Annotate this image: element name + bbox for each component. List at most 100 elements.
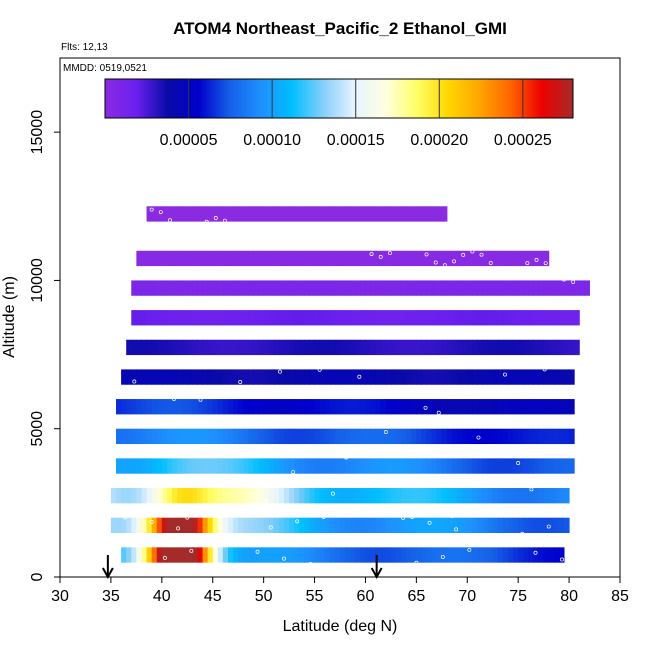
heatmap-cell	[289, 517, 295, 534]
heatmap-cell	[228, 310, 234, 326]
heatmap-cell	[217, 310, 224, 326]
heatmap-cell	[452, 250, 458, 267]
heatmap-cell	[523, 399, 529, 415]
heatmap-cell	[492, 547, 499, 563]
heatmap-cell	[370, 458, 377, 474]
heatmap-cell	[340, 250, 346, 267]
heatmap-cell	[238, 458, 244, 474]
heatmap-cell	[192, 310, 198, 326]
heatmap-cell	[401, 206, 407, 222]
sample-point	[177, 226, 182, 231]
heatmap-cell	[365, 517, 372, 534]
heatmap-cell	[116, 458, 122, 474]
heatmap-cell	[192, 206, 198, 222]
heatmap-cell	[182, 369, 188, 385]
heatmap-cell	[228, 488, 234, 504]
heatmap-cell	[360, 428, 366, 445]
heatmap-cell	[217, 369, 224, 385]
heatmap-cell	[558, 369, 565, 385]
heatmap-cell	[319, 250, 326, 267]
sample-point	[543, 261, 548, 266]
heatmap-cell	[192, 339, 198, 356]
heatmap-cell	[380, 547, 387, 563]
sample-point	[489, 504, 494, 509]
heatmap-cell	[207, 206, 214, 222]
sample-point	[119, 446, 124, 451]
heatmap-cell	[558, 280, 565, 296]
heatmap-cell	[396, 488, 402, 504]
heatmap-cell	[380, 280, 387, 296]
heatmap-cell	[233, 206, 239, 222]
heatmap-cell	[319, 458, 326, 474]
heatmap-cell	[564, 339, 570, 356]
heatmap-cell	[569, 339, 575, 356]
heatmap-cell	[462, 547, 468, 563]
heatmap-cell	[569, 310, 575, 326]
heatmap-cell	[365, 399, 372, 415]
heatmap-cell	[299, 339, 305, 356]
heatmap-cell	[192, 517, 198, 534]
heatmap-cell	[558, 488, 565, 504]
heatmap-cell	[584, 280, 590, 296]
heatmap-cell	[146, 310, 153, 326]
heatmap-cell	[263, 310, 270, 326]
heatmap-cell	[416, 517, 422, 534]
heatmap-cell	[197, 428, 204, 445]
heatmap-cell	[146, 339, 153, 356]
heatmap-cell	[238, 339, 244, 356]
heatmap-cell	[523, 547, 529, 563]
heatmap-cell	[431, 517, 438, 534]
heatmap-cell	[329, 547, 336, 563]
heatmap-cell	[156, 250, 163, 267]
heatmap-cell	[248, 280, 254, 296]
heatmap-cell	[340, 399, 346, 415]
heatmap-cell	[482, 310, 489, 326]
heatmap-cell	[243, 369, 249, 385]
heatmap-cell	[156, 517, 163, 534]
heatmap-cell	[166, 339, 173, 356]
colorbar-tick-label: 0.00005	[160, 132, 218, 149]
heatmap-cell	[207, 310, 214, 326]
heatmap-cell	[202, 428, 209, 445]
heatmap-cell	[207, 458, 214, 474]
heatmap-cell	[248, 547, 254, 563]
heatmap-cell	[355, 458, 361, 474]
sample-point	[317, 367, 322, 372]
heatmap-cell	[538, 488, 545, 504]
heatmap-cell	[243, 310, 249, 326]
heatmap-cell	[202, 488, 209, 504]
heatmap-cell	[228, 547, 234, 563]
heatmap-cell	[166, 428, 173, 445]
heatmap-cell	[543, 458, 550, 474]
heatmap-cell	[543, 399, 550, 415]
heatmap-cell	[411, 428, 417, 445]
heatmap-cell	[396, 399, 402, 415]
heatmap-cell	[294, 280, 300, 296]
heatmap-cell	[508, 399, 514, 415]
heatmap-cell	[518, 399, 524, 415]
heatmap-cell	[243, 250, 249, 267]
heatmap-cell	[477, 458, 484, 474]
heatmap-cell	[319, 280, 326, 296]
heatmap-cell	[380, 488, 387, 504]
heatmap-cell	[441, 280, 448, 296]
heatmap-cell	[396, 369, 402, 385]
heatmap-cell	[457, 250, 463, 267]
heatmap-cell	[406, 206, 412, 222]
heatmap-cell	[528, 369, 534, 385]
heatmap-cell	[518, 517, 524, 534]
heatmap-cell	[523, 369, 529, 385]
heatmap-cell	[309, 428, 316, 445]
heatmap-cell	[452, 517, 458, 534]
heatmap-cell	[416, 206, 422, 222]
heatmap-cell	[497, 458, 504, 474]
heatmap-cell	[324, 547, 331, 563]
sample-point	[361, 566, 366, 571]
heatmap-cell	[268, 517, 275, 534]
heatmap-cell	[375, 280, 382, 296]
flight-arrows	[101, 555, 383, 580]
heatmap-cell	[309, 458, 316, 474]
heatmap-cell	[263, 399, 270, 415]
heatmap-cell	[309, 339, 316, 356]
heatmap-cell	[238, 488, 244, 504]
